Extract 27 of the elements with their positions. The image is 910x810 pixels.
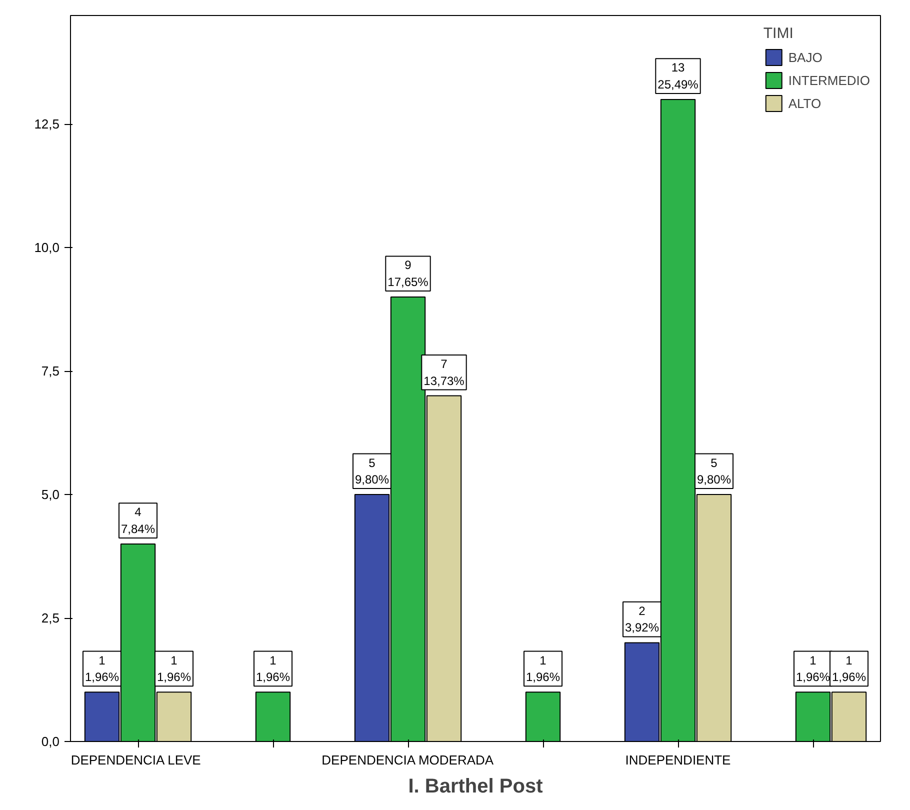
y-tick-label: 7,5: [41, 364, 60, 379]
data-label: 1 1,96%: [832, 653, 866, 684]
data-label: 1 1,96%: [84, 653, 120, 684]
data-label: 9 17,65%: [388, 258, 429, 290]
legend-title: TIMI: [763, 25, 794, 42]
x-tick-label: DEPENDENCIA LEVE: [70, 752, 202, 768]
data-label: 4 7,84%: [120, 505, 156, 536]
x-tick-label: INDEPENDIENTE: [625, 752, 732, 768]
y-tick-label: 5,0: [41, 487, 60, 502]
data-label: 1 1,96%: [796, 653, 830, 684]
data-label: 1 1,96%: [526, 653, 560, 684]
data-label: 1 1,96%: [156, 653, 192, 684]
data-label: 5 9,80%: [354, 456, 390, 487]
data-label: 7 13,73%: [424, 356, 465, 388]
data-label: 1 1,96%: [256, 653, 290, 684]
y-tick-label: 0,0: [41, 734, 60, 749]
y-tick-label: 2,5: [41, 610, 60, 626]
y-tick-label: 12,5: [34, 116, 60, 132]
y-tick-label: 10,0: [34, 240, 60, 256]
data-label: 2 3,92%: [624, 604, 660, 635]
legend-label: INTERMEDIO: [788, 72, 870, 88]
data-label: 5 9,80%: [696, 456, 732, 487]
x-axis-title: I. Barthel Post: [408, 776, 544, 798]
data-label: 13 25,49%: [658, 60, 699, 92]
legend-label: BAJO: [788, 50, 822, 64]
legend-label: ALTO: [788, 96, 822, 110]
x-tick-label: DEPENDENCIA MODERADA: [322, 752, 494, 768]
